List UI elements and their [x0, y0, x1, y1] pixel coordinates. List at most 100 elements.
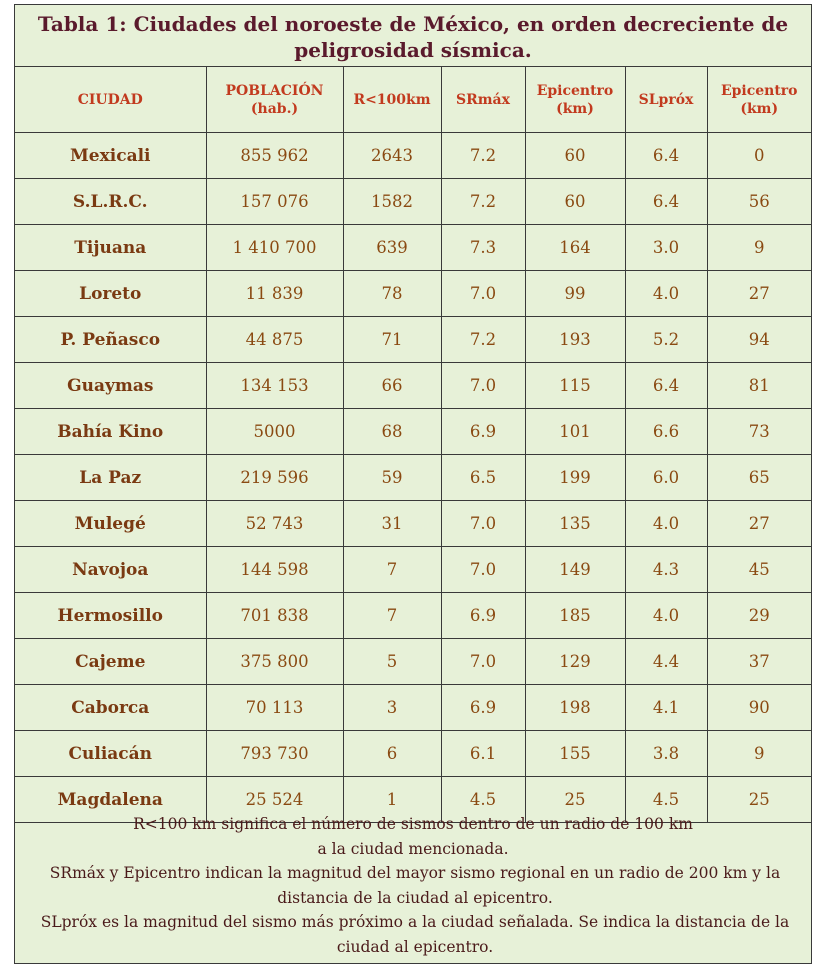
table-cell: 115 — [524, 362, 626, 409]
table-cell: 101 — [524, 408, 626, 455]
header-line1: CIUDAD — [77, 91, 143, 108]
table-cell: 6.4 — [624, 178, 708, 225]
table-row: Mulegé 52 743 31 7.0 135 4.0 27 — [15, 500, 811, 547]
table-cell: 60 — [524, 178, 626, 225]
header-line1: Epicentro — [720, 82, 798, 99]
table-row: Culiacán 793 730 6 6.1 155 3.8 9 — [15, 730, 811, 777]
header-line1: POBLACIÓN — [225, 82, 324, 99]
table-cell: 73 — [706, 408, 811, 455]
column-header: POBLACIÓN (hab.) — [205, 67, 344, 133]
column-header: Epicentro (km) — [706, 67, 811, 133]
table-cell: 7.0 — [440, 362, 526, 409]
header-line2: (hab.) — [250, 100, 299, 117]
table-cell: 4.3 — [624, 546, 708, 593]
note-srmax: SRmáx y Epicentro indican la magnitud de… — [49, 864, 781, 907]
table-cell: 6.9 — [440, 408, 526, 455]
table-cell: 5.2 — [624, 316, 708, 363]
table-cell: 2643 — [342, 132, 442, 179]
table-cell: 29 — [706, 592, 811, 639]
city-cell: Mulegé — [15, 500, 207, 547]
table-frame: Tabla 1: Ciudades del noroeste de México… — [14, 4, 812, 964]
table-cell: 4.1 — [624, 684, 708, 731]
table-cell: 27 — [706, 500, 811, 547]
table-cell: 56 — [706, 178, 811, 225]
table-row: La Paz 219 596 59 6.5 199 6.0 65 — [15, 454, 811, 501]
table-cell: 639 — [342, 224, 442, 271]
table-cell: 6.9 — [440, 684, 526, 731]
table-cell: 7.0 — [440, 500, 526, 547]
table-cell: 59 — [342, 454, 442, 501]
column-header: CIUDAD — [15, 67, 207, 133]
table-cell: 3.8 — [624, 730, 708, 777]
table-cell: 129 — [524, 638, 626, 685]
table-cell: 1 410 700 — [205, 224, 344, 271]
city-cell: Culiacán — [15, 730, 207, 777]
city-cell: Magdalena — [15, 776, 207, 823]
table-cell: 27 — [706, 270, 811, 317]
column-header: R<100km — [342, 67, 442, 133]
table-cell: 78 — [342, 270, 442, 317]
table-cell: 9 — [706, 730, 811, 777]
table-cell: 144 598 — [205, 546, 344, 593]
city-cell: Bahía Kino — [15, 408, 207, 455]
table-cell: 44 875 — [205, 316, 344, 363]
table-cell: 164 — [524, 224, 626, 271]
table-cell: 219 596 — [205, 454, 344, 501]
table-cell: 94 — [706, 316, 811, 363]
table-cell: 1582 — [342, 178, 442, 225]
table-title: Tabla 1: Ciudades del noroeste de México… — [15, 5, 811, 67]
table-cell: 6.1 — [440, 730, 526, 777]
column-header: SLpróx — [624, 67, 708, 133]
table-row: Loreto 11 839 78 7.0 99 4.0 27 — [15, 270, 811, 317]
table-cell: 6.6 — [624, 408, 708, 455]
table-row: Hermosillo 701 838 7 6.9 185 4.0 29 — [15, 592, 811, 639]
city-cell: Navojoa — [15, 546, 207, 593]
header-line1: Epicentro — [536, 82, 614, 99]
table-cell: 4.0 — [624, 270, 708, 317]
table-cell: 6.4 — [624, 132, 708, 179]
table-cell: 25 524 — [205, 776, 344, 823]
table-cell: 52 743 — [205, 500, 344, 547]
table-cell: 7.2 — [440, 316, 526, 363]
table-cell: 65 — [706, 454, 811, 501]
table-cell: 199 — [524, 454, 626, 501]
table-cell: 5000 — [205, 408, 344, 455]
seismic-table: CIUDAD POBLACIÓN (hab.) R<100km SRmáx Epi… — [15, 67, 811, 823]
table-cell: 157 076 — [205, 178, 344, 225]
city-cell: Cajeme — [15, 638, 207, 685]
city-cell: Caborca — [15, 684, 207, 731]
table-cell: 4.0 — [624, 592, 708, 639]
table-cell: 60 — [524, 132, 626, 179]
table-row: Caborca 70 113 3 6.9 198 4.1 90 — [15, 684, 811, 731]
table-cell: 149 — [524, 546, 626, 593]
table-cell: 1 — [342, 776, 442, 823]
table-cell: 701 838 — [205, 592, 344, 639]
table-cell: 7.2 — [440, 178, 526, 225]
table-cell: 6.5 — [440, 454, 526, 501]
table-cell: 7.0 — [440, 270, 526, 317]
column-header: SRmáx — [440, 67, 526, 133]
table-cell: 6 — [342, 730, 442, 777]
table-cell: 4.4 — [624, 638, 708, 685]
table-cell: 5 — [342, 638, 442, 685]
table-cell: 375 800 — [205, 638, 344, 685]
table-cell: 3 — [342, 684, 442, 731]
table-cell: 71 — [342, 316, 442, 363]
header-line2: (km) — [740, 100, 779, 117]
city-cell: S.L.R.C. — [15, 178, 207, 225]
table-row: Bahía Kino 5000 68 6.9 101 6.6 73 — [15, 408, 811, 455]
table-cell: 7.0 — [440, 638, 526, 685]
table-cell: 90 — [706, 684, 811, 731]
table-cell: 185 — [524, 592, 626, 639]
city-cell: Guaymas — [15, 362, 207, 409]
table-cell: 155 — [524, 730, 626, 777]
table-row: Cajeme 375 800 5 7.0 129 4.4 37 — [15, 638, 811, 685]
table-cell: 99 — [524, 270, 626, 317]
table-cell: 7 — [342, 546, 442, 593]
header-row: CIUDAD POBLACIÓN (hab.) R<100km SRmáx Epi… — [15, 67, 811, 133]
table-cell: 793 730 — [205, 730, 344, 777]
table-cell: 0 — [706, 132, 811, 179]
table-cell: 81 — [706, 362, 811, 409]
table-cell: 135 — [524, 500, 626, 547]
table-row: Mexicali 855 962 2643 7.2 60 6.4 0 — [15, 132, 811, 179]
